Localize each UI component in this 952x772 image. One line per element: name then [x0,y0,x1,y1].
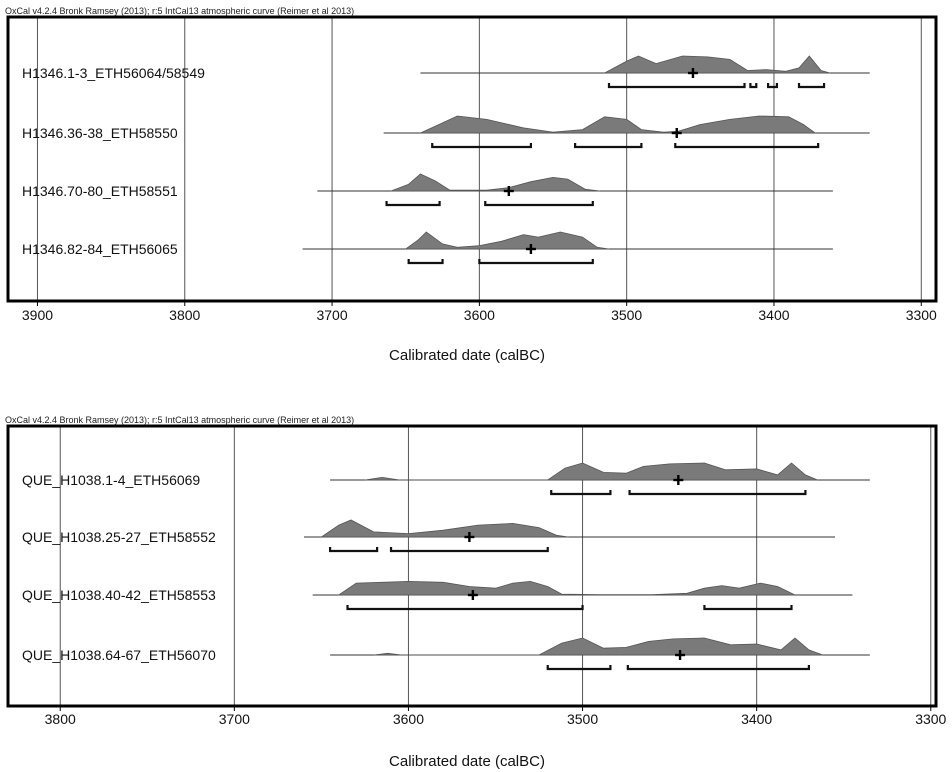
hpd-range [389,547,549,553]
density-area [604,55,831,74]
tick-label: 3600 [464,307,495,323]
series-label: QUE_H1038.1-4_ETH56069 [22,472,200,488]
density-area [390,173,601,192]
density-area [337,580,796,596]
tick-label: 3900 [22,307,53,323]
x-axis-label: Calibrated date (calBC) [389,347,545,364]
density-area [373,637,823,656]
tick-label: 3700 [219,711,250,727]
hpd-range [385,201,441,207]
tick-label: 3700 [316,307,347,323]
tick-label: 3400 [758,307,789,323]
tick-label: 3300 [915,711,946,727]
hpd-range [607,83,746,89]
credit-text: OxCal v4.2.4 Bronk Ramsey (2013); r:5 In… [5,6,354,16]
credit-text: OxCal v4.2.4 Bronk Ramsey (2013); r:5 In… [5,415,354,425]
hpd-range [674,143,820,149]
tick-label: 3400 [741,711,772,727]
tick-label: 3800 [169,307,200,323]
hpd-range [703,605,793,611]
series-label: H1346.36-38_ETH58550 [22,125,178,141]
series-label: QUE_H1038.64-67_ETH56070 [22,647,216,663]
hpd-range [329,547,379,553]
hpd-range [626,665,811,671]
density-area [404,231,610,250]
hpd-range [478,259,594,265]
hpd-range [797,83,826,89]
series-label: H1346.82-84_ETH56065 [22,241,178,257]
tick-label: 3800 [45,711,76,727]
density-area [364,462,818,481]
series-label: QUE_H1038.25-27_ETH58552 [22,529,216,545]
series-label: H1346.70-80_ETH58551 [22,183,178,199]
x-axis-label: Calibrated date (calBC) [389,753,545,770]
hpd-range [346,605,584,611]
tick-label: 3500 [567,711,598,727]
plot-frame [6,15,938,303]
density-area [320,519,569,538]
hpd-range [628,490,807,496]
tick-label: 3500 [611,307,642,323]
chart-panel-1: OxCal v4.2.4 Bronk Ramsey (2013); r:5 In… [5,6,938,364]
tick-label: 3600 [393,711,424,727]
hpd-range [484,201,594,207]
hpd-range [574,143,643,149]
hpd-range [550,490,612,496]
hpd-range [431,143,533,149]
hpd-range [766,83,779,89]
chart-panel-2: OxCal v4.2.4 Bronk Ramsey (2013); r:5 In… [5,415,947,770]
series-label: H1346.1-3_ETH56064/58549 [22,65,205,81]
series-label: QUE_H1038.40-42_ETH58553 [22,587,216,603]
density-area [420,115,817,134]
hpd-range [546,665,612,671]
hpd-range [407,259,444,265]
hpd-range [749,83,758,89]
plot-frame [6,424,938,708]
tick-label: 3300 [906,307,937,323]
